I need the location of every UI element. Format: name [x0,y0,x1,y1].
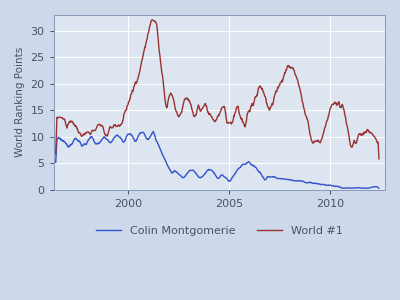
Colin Montgomerie [364,187,368,190]
Colin Montgomerie [346,186,350,190]
Line: World #1: World #1 [56,20,379,159]
World #1 [188,103,193,106]
Colin Montgomerie [270,175,274,179]
Y-axis label: World Ranking Points: World Ranking Points [15,47,25,158]
World #1 [270,102,274,106]
Colin Montgomerie [151,130,156,133]
Line: Colin Montgomerie: Colin Montgomerie [56,131,379,188]
World #1 [150,18,154,22]
Legend: Colin Montgomerie, World #1: Colin Montgomerie, World #1 [92,221,347,240]
Colin Montgomerie [53,160,58,164]
World #1 [278,81,283,84]
World #1 [314,140,319,143]
Colin Montgomerie [254,167,259,171]
Colin Montgomerie [314,182,319,185]
World #1 [53,152,58,155]
Colin Montgomerie [188,169,193,172]
World #1 [254,93,259,97]
World #1 [376,157,381,160]
Colin Montgomerie [376,186,381,190]
World #1 [346,128,350,131]
Colin Montgomerie [278,177,283,181]
